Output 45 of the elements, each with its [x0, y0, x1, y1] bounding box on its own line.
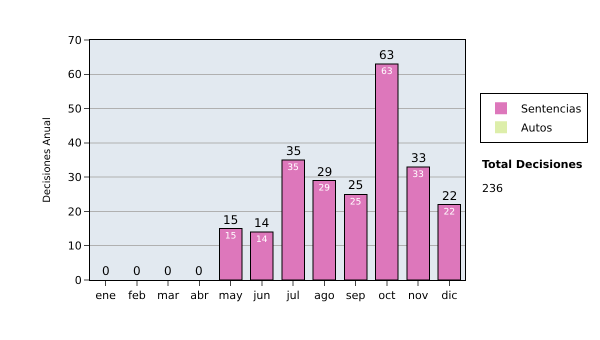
y-tick-label: 60	[68, 68, 82, 82]
x-tick-label: feb	[128, 289, 146, 302]
y-tick-label: 20	[68, 205, 82, 218]
text: 236	[482, 182, 503, 195]
x-tick-label: mar	[157, 289, 180, 302]
total-label: 35	[286, 144, 302, 158]
y-tick-label: 70	[68, 34, 82, 47]
total-label: 0	[164, 264, 172, 278]
x-tick-label: nov	[408, 289, 429, 302]
data-label: 22	[444, 208, 456, 218]
total-label: 0	[195, 264, 203, 278]
data-label: 14	[256, 235, 268, 245]
total-label: 63	[379, 48, 394, 62]
total-label: 14	[254, 216, 270, 230]
data-label: 35	[287, 163, 299, 173]
y-tick-label: 40	[68, 136, 82, 150]
total-label: 33	[411, 151, 426, 165]
total-label: 0	[102, 264, 110, 278]
y-axis-title: Decisiones Anual	[42, 117, 53, 203]
data-label: 29	[318, 184, 330, 194]
legend-label: Sentencias	[521, 102, 582, 116]
x-tick-label: oct	[378, 289, 396, 302]
x-tick-label: dic	[441, 289, 458, 302]
x-tick-label: ago	[314, 289, 335, 302]
x-tick-label: sep	[346, 289, 366, 302]
x-tick-label: ene	[95, 289, 116, 302]
total-label: 0	[133, 264, 141, 278]
x-tick-label: may	[218, 289, 244, 302]
x-tick-label: jul	[286, 289, 300, 302]
y-tick-label: 30	[68, 170, 82, 184]
y-tick-label: 50	[68, 102, 82, 116]
data-label: 63	[381, 67, 393, 77]
y-tick-label: 10	[68, 240, 82, 253]
x-tick-label: jun	[252, 289, 270, 302]
total-label: 29	[317, 165, 332, 179]
text: Total Decisiones	[482, 158, 583, 171]
total-label: 22	[442, 189, 458, 203]
total-label: 15	[223, 213, 238, 227]
legend-label: Autos	[521, 122, 553, 135]
data-label: 25	[350, 197, 362, 208]
data-label: 33	[412, 170, 424, 180]
y-tick-label: 0	[74, 274, 82, 287]
data-label: 15	[224, 232, 236, 242]
total-label: 25	[348, 178, 364, 192]
x-tick-label: abr	[190, 289, 209, 302]
